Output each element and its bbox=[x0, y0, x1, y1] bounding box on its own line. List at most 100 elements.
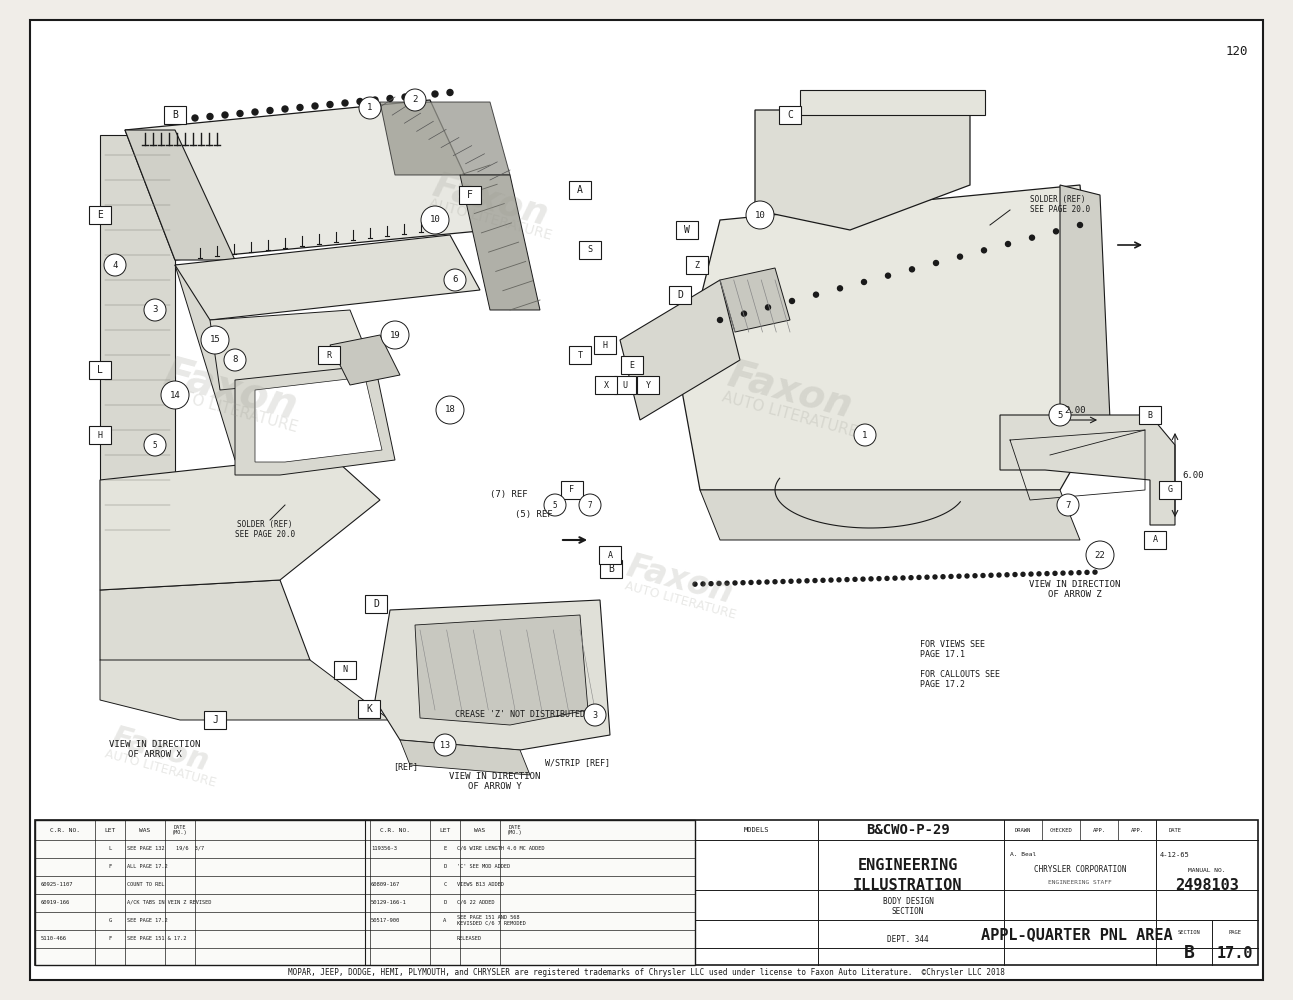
Polygon shape bbox=[700, 490, 1080, 540]
Circle shape bbox=[1085, 570, 1089, 574]
Circle shape bbox=[838, 286, 843, 291]
Circle shape bbox=[144, 434, 166, 456]
Text: APP.: APP. bbox=[1130, 828, 1143, 832]
Text: 22: 22 bbox=[1095, 550, 1106, 560]
Circle shape bbox=[237, 110, 243, 116]
Text: MODELS: MODELS bbox=[743, 827, 769, 833]
Text: E: E bbox=[443, 846, 446, 850]
Text: C.R. NO.: C.R. NO. bbox=[50, 828, 80, 832]
Text: C/6 22 ADDED: C/6 22 ADDED bbox=[456, 900, 494, 904]
Bar bbox=[621, 356, 643, 374]
Text: S: S bbox=[587, 245, 592, 254]
Polygon shape bbox=[100, 580, 310, 680]
Circle shape bbox=[733, 581, 737, 585]
Text: 119356-3: 119356-3 bbox=[371, 846, 397, 850]
Circle shape bbox=[579, 494, 601, 516]
Text: G: G bbox=[1168, 486, 1173, 494]
Text: MANUAL NO.: MANUAL NO. bbox=[1188, 867, 1226, 872]
Circle shape bbox=[901, 576, 905, 580]
Circle shape bbox=[924, 575, 928, 579]
Text: SECTION: SECTION bbox=[1178, 930, 1200, 934]
Text: DEPT. 344: DEPT. 344 bbox=[887, 936, 928, 944]
Circle shape bbox=[957, 574, 961, 578]
Circle shape bbox=[327, 102, 334, 107]
Circle shape bbox=[813, 579, 817, 583]
Text: 15: 15 bbox=[209, 336, 220, 344]
Circle shape bbox=[1021, 572, 1025, 576]
Text: D: D bbox=[443, 863, 446, 868]
Text: C/6 WIRE LENGTH 4.0 MC ADDED: C/6 WIRE LENGTH 4.0 MC ADDED bbox=[456, 846, 544, 850]
Circle shape bbox=[746, 201, 775, 229]
Text: 120: 120 bbox=[1226, 45, 1248, 58]
Circle shape bbox=[1086, 541, 1115, 569]
Polygon shape bbox=[100, 135, 175, 560]
Text: K: K bbox=[366, 704, 372, 714]
Text: SEE PAGE 132: SEE PAGE 132 bbox=[127, 846, 164, 850]
Text: 60809-167: 60809-167 bbox=[371, 882, 401, 886]
Bar bbox=[1159, 481, 1181, 499]
Text: SEE PAGE 17.2: SEE PAGE 17.2 bbox=[127, 918, 168, 922]
Text: 19/6  3/7: 19/6 3/7 bbox=[176, 846, 204, 850]
Circle shape bbox=[917, 575, 921, 579]
Circle shape bbox=[796, 579, 800, 583]
Circle shape bbox=[853, 424, 875, 446]
Circle shape bbox=[191, 115, 198, 121]
Polygon shape bbox=[400, 740, 530, 775]
Text: 6.00: 6.00 bbox=[1182, 471, 1204, 480]
Circle shape bbox=[837, 578, 840, 582]
Text: (7) REF: (7) REF bbox=[490, 490, 528, 499]
Text: W/STRIP [REF]: W/STRIP [REF] bbox=[546, 758, 610, 767]
Text: (5) REF: (5) REF bbox=[515, 510, 552, 519]
Circle shape bbox=[447, 90, 453, 96]
Circle shape bbox=[884, 576, 890, 580]
Text: 60919-166: 60919-166 bbox=[41, 900, 70, 904]
Circle shape bbox=[765, 580, 769, 584]
Polygon shape bbox=[175, 265, 270, 460]
Text: E: E bbox=[97, 210, 103, 220]
Circle shape bbox=[974, 574, 978, 578]
Circle shape bbox=[359, 97, 381, 119]
Text: 10: 10 bbox=[755, 211, 765, 220]
Circle shape bbox=[422, 206, 449, 234]
Polygon shape bbox=[375, 600, 610, 750]
Polygon shape bbox=[330, 335, 400, 385]
Text: COUNT TO REL: COUNT TO REL bbox=[127, 882, 164, 886]
Circle shape bbox=[222, 112, 228, 118]
Text: VIEWS B13 ADDED: VIEWS B13 ADDED bbox=[456, 882, 504, 886]
Circle shape bbox=[949, 574, 953, 578]
Text: DATE: DATE bbox=[1169, 828, 1182, 832]
Text: 6: 6 bbox=[453, 275, 458, 284]
Bar bbox=[600, 560, 622, 578]
Text: F: F bbox=[109, 936, 111, 940]
Polygon shape bbox=[720, 268, 790, 332]
Circle shape bbox=[1093, 570, 1096, 574]
Text: SOLDER (REF)
SEE PAGE 20.0: SOLDER (REF) SEE PAGE 20.0 bbox=[1031, 195, 1090, 214]
Circle shape bbox=[718, 581, 721, 585]
Text: SOLDER (REF)
SEE PAGE 20.0: SOLDER (REF) SEE PAGE 20.0 bbox=[235, 520, 295, 539]
Text: AUTO LITERATURE: AUTO LITERATURE bbox=[427, 197, 553, 243]
Circle shape bbox=[1012, 573, 1018, 577]
Polygon shape bbox=[380, 102, 509, 175]
Text: DRAWN: DRAWN bbox=[1015, 828, 1031, 832]
Polygon shape bbox=[1060, 185, 1109, 420]
Polygon shape bbox=[460, 175, 540, 310]
Bar bbox=[89, 361, 111, 379]
Circle shape bbox=[584, 704, 606, 726]
Text: 10: 10 bbox=[429, 216, 441, 225]
Text: T: T bbox=[578, 351, 583, 360]
Bar bbox=[164, 106, 186, 124]
Circle shape bbox=[718, 318, 723, 322]
Text: A: A bbox=[443, 918, 446, 922]
Circle shape bbox=[1006, 241, 1011, 246]
Bar bbox=[569, 346, 591, 364]
Circle shape bbox=[725, 581, 729, 585]
Text: VIEW IN DIRECTION
OF ARROW Z: VIEW IN DIRECTION OF ARROW Z bbox=[1029, 580, 1121, 599]
Text: CREASE 'Z' NOT DISTRIBUTED: CREASE 'Z' NOT DISTRIBUTED bbox=[455, 710, 584, 719]
Circle shape bbox=[1029, 235, 1034, 240]
Bar bbox=[595, 376, 617, 394]
Text: FOR CALLOUTS SEE
PAGE 17.2: FOR CALLOUTS SEE PAGE 17.2 bbox=[921, 670, 999, 689]
Text: 1: 1 bbox=[367, 104, 372, 112]
Circle shape bbox=[1077, 223, 1082, 228]
Circle shape bbox=[282, 106, 288, 112]
Circle shape bbox=[789, 579, 793, 583]
